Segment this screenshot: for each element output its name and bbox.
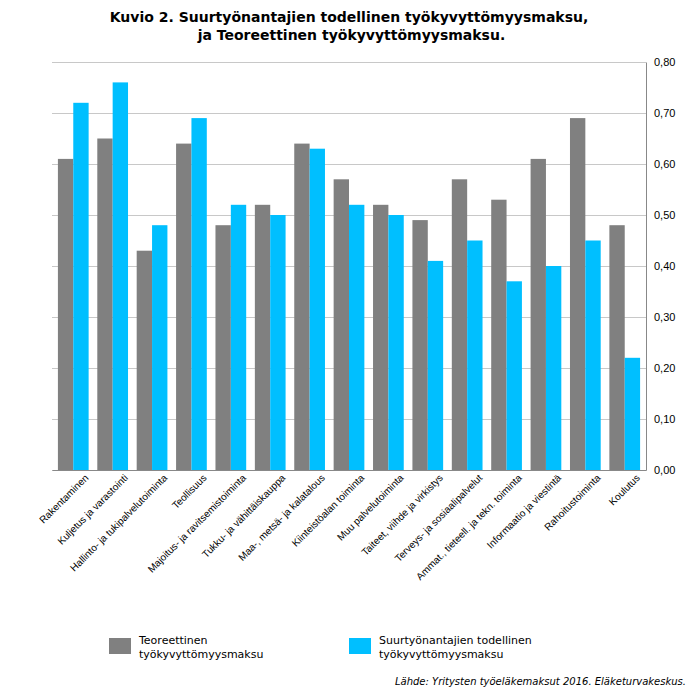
x-tick-label: Koulutus [607, 472, 642, 507]
title-line: Kuvio 2. Suurtyönantajien todellinen työ… [110, 9, 589, 25]
bar [113, 82, 128, 470]
y-tick-label: 0,70 [654, 107, 675, 119]
bar [310, 149, 325, 470]
x-tick-label: Kuljetus ja varastointi [55, 472, 130, 547]
bar [255, 205, 270, 470]
x-axis: RakentaminenKuljetus ja varastointiHalli… [37, 471, 646, 583]
y-tick-label: 0,60 [654, 158, 675, 170]
bar [231, 205, 246, 470]
x-tick: Teollisuus [170, 472, 209, 511]
y-tick-label: 0,10 [654, 413, 675, 425]
bar [625, 358, 640, 470]
legend-item: Suurtyönantajien todellinentyökyvyttömyy… [349, 634, 532, 661]
x-tick-label: Kiinteistöalan toiminta [290, 472, 367, 549]
legend-label-line: työkyvyttömyysmaksu [379, 648, 503, 661]
legend-item: Teoreettinentyökyvyttömyysmaksu [109, 634, 263, 661]
y-tick-label: 0,50 [654, 209, 675, 221]
legend-label-line: työkyvyttömyysmaksu [139, 648, 263, 661]
plot: 0,00 0,10 0,20 0,30 0,40 0,50 0,60 0,70 0,80 Rake… [37, 56, 675, 582]
bar [467, 241, 482, 471]
legend: TeoreettinentyökyvyttömyysmaksuSuurtyöna… [109, 634, 532, 661]
title-line: ja Teoreettinen työkyvyttömyysmaksu. [193, 27, 505, 43]
y-tick-label: 0,40 [654, 260, 675, 272]
bar [191, 118, 206, 470]
y-tick: 0,80 [52, 56, 675, 68]
x-tick: Koulutus [607, 472, 642, 507]
x-tick: Muu palvelutoiminta [335, 472, 406, 543]
bar [546, 266, 561, 470]
legend-label: Suurtyönantajien todellinentyökyvyttömyy… [379, 634, 532, 661]
y-tick-label: 0,20 [654, 362, 675, 374]
y-tick-label: 0,30 [654, 311, 675, 323]
y-axis: 0,00 0,10 0,20 0,30 0,40 0,50 0,60 0,70 0,80 [52, 56, 675, 476]
grid-line [52, 164, 646, 165]
bar [507, 281, 522, 470]
chart: 0,00 0,10 0,20 0,30 0,40 0,50 0,60 0,70 0,80 Rake… [0, 0, 698, 695]
grid-line [52, 470, 646, 471]
bar [412, 220, 427, 470]
legend-swatch [349, 638, 371, 654]
x-tick-label: Informaatio ja viestintä [485, 472, 564, 551]
y-tick-label: 0,00 [654, 464, 675, 476]
bar [609, 225, 624, 470]
legend-label: Teoreettinentyökyvyttömyysmaksu [138, 634, 263, 661]
bar [373, 205, 388, 470]
bar-series [73, 82, 640, 470]
x-tick-label: Taiteet, viihde ja virkistys [359, 472, 445, 558]
x-tick: Taiteet, viihde ja virkistys [359, 472, 445, 558]
bars [58, 82, 640, 470]
x-tick-label: Teollisuus [170, 472, 209, 511]
x-tick-label: Rahoitustoiminta [542, 472, 603, 533]
bar [97, 139, 112, 471]
bar [491, 200, 506, 470]
x-tick: Kuljetus ja varastointi [55, 472, 130, 547]
y-tick-label: 0,80 [654, 56, 675, 68]
grid-line [52, 113, 646, 114]
bar [58, 159, 73, 470]
y-tick: 0,70 [52, 107, 675, 119]
bar [452, 179, 467, 470]
x-tick: Informaatio ja viestintä [485, 472, 564, 551]
bar [73, 103, 88, 470]
bar [585, 241, 600, 471]
legend-swatch [109, 638, 131, 654]
grid-line [52, 62, 646, 63]
title: Kuvio 2. Suurtyönantajien todellinen työ… [110, 9, 589, 43]
bar [215, 225, 230, 470]
bar [531, 159, 546, 470]
bar [388, 215, 403, 470]
bar [349, 205, 364, 470]
bar [270, 215, 285, 470]
bar [334, 179, 349, 470]
bar-series [58, 118, 625, 470]
source-note: Lähde: Yritysten työeläkemaksut 2016. El… [395, 676, 686, 687]
legend-label-line: Suurtyönantajien todellinen [379, 634, 532, 647]
legend-label-line: Teoreettinen [138, 634, 208, 647]
bar [294, 144, 309, 470]
x-tick: Kiinteistöalan toiminta [290, 472, 367, 549]
bar [137, 251, 152, 470]
x-tick-label: Muu palvelutoiminta [335, 472, 406, 543]
bar [152, 225, 167, 470]
bar [176, 144, 191, 470]
x-tick: Rahoitustoiminta [542, 472, 603, 533]
y-axis-line [646, 63, 647, 471]
bar [570, 118, 585, 470]
bar [428, 261, 443, 470]
x-axis-line [53, 470, 647, 471]
